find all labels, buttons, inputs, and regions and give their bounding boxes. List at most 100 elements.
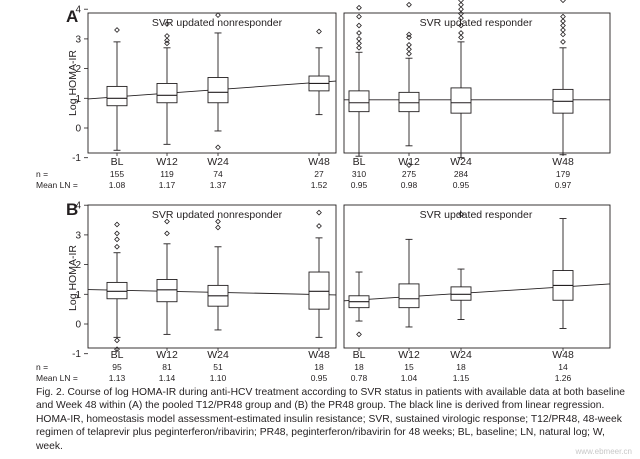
panel-label-a: A — [66, 7, 78, 26]
outlier-point — [458, 1, 464, 8]
x-tick-label: W24 — [450, 349, 472, 361]
mean-ln-value: 1.52 — [311, 180, 328, 190]
outlier-point — [114, 337, 120, 344]
outlier-point — [458, 211, 464, 217]
subpanel-title: SVR updated nonresponder — [152, 17, 283, 29]
outlier-point — [406, 41, 412, 48]
mean-ln-value: 0.78 — [351, 373, 368, 383]
x-tick-label: BL — [111, 156, 124, 168]
x-tick-label: W48 — [552, 349, 574, 361]
y-tick-label: 1 — [75, 94, 81, 105]
n-value: 284 — [454, 169, 468, 179]
outlier-point — [316, 28, 322, 35]
y-tick-label: 1 — [75, 290, 81, 301]
n-value: 51 — [213, 362, 223, 372]
iqr-box — [308, 271, 330, 310]
iqr-box — [106, 281, 128, 300]
box-w48 — [308, 209, 330, 338]
outlier-point — [114, 230, 120, 237]
y-tick-label: 3 — [75, 34, 81, 45]
outlier-point — [114, 346, 120, 353]
outlier-point — [164, 37, 170, 44]
x-tick-label: W24 — [207, 156, 229, 168]
outlier-point — [164, 230, 170, 237]
n-value: 15 — [404, 362, 414, 372]
outlier-point — [458, 22, 464, 29]
mean-ln-value: 1.10 — [210, 373, 227, 383]
outlier-point — [356, 30, 362, 36]
outlier-point — [164, 218, 170, 225]
outlier-point — [356, 36, 362, 42]
y-tick-label: 4 — [75, 201, 81, 212]
n-value: 74 — [213, 169, 223, 179]
mean-ln-value: 1.14 — [159, 373, 176, 383]
outlier-point — [458, 0, 464, 4]
outlier-point — [560, 18, 566, 24]
x-tick-label: W48 — [308, 349, 330, 361]
box-w24 — [207, 12, 229, 151]
n-row-label: n = — [36, 169, 48, 179]
outlier-point — [215, 12, 221, 19]
box-w12 — [156, 21, 178, 145]
outlier-point — [458, 6, 464, 13]
box-bl — [348, 271, 370, 338]
n-value: 95 — [112, 362, 122, 372]
iqr-box — [450, 286, 472, 301]
x-tick-label: W24 — [207, 349, 229, 361]
outlier-point — [560, 22, 566, 29]
subpanel-title: SVR updated nonresponder — [152, 209, 283, 221]
n-value: 275 — [402, 169, 416, 179]
n-row-label: n = — [36, 362, 48, 372]
n-value: 155 — [110, 169, 124, 179]
mean-ln-value: 0.98 — [401, 180, 418, 190]
outlier-point — [560, 39, 566, 45]
box-w48 — [552, 0, 574, 156]
outlier-point — [215, 144, 221, 151]
box-w24 — [450, 211, 472, 320]
outlier-point — [114, 221, 120, 228]
outlier-point — [406, 50, 412, 57]
figure-caption: Fig. 2. Course of log HOMA-IR during ant… — [36, 387, 625, 452]
y-axis-label: Log HOMA-IR — [67, 50, 79, 116]
outlier-point — [406, 1, 412, 8]
iqr-box — [450, 87, 472, 114]
subpanel-frame — [343, 12, 611, 154]
iqr-box — [348, 90, 370, 113]
box-w12 — [398, 1, 420, 168]
y-tick-label: 2 — [75, 64, 81, 75]
y-tick-label: 3 — [75, 230, 81, 241]
mean-ln-value: 1.13 — [109, 373, 126, 383]
outlier-point — [164, 21, 170, 27]
outlier-point — [560, 27, 566, 33]
outlier-point — [215, 224, 221, 231]
iqr-box — [156, 279, 178, 303]
iqr-box — [207, 77, 229, 104]
panel-label-b: B — [66, 200, 78, 219]
box-w12 — [156, 218, 178, 335]
n-value: 179 — [556, 169, 570, 179]
outlier-point — [316, 223, 322, 229]
outlier-point — [114, 243, 120, 250]
outlier-point — [458, 10, 464, 17]
outlier-point — [356, 22, 362, 29]
x-tick-label: W48 — [308, 156, 330, 168]
box-w12 — [398, 238, 420, 328]
mean-ln-value: 1.08 — [109, 180, 126, 190]
watermark: www.ebmeer.cn — [575, 447, 632, 456]
subpanel-frame — [87, 204, 337, 349]
outlier-point — [215, 218, 221, 225]
mean-ln-value: 0.95 — [453, 180, 470, 190]
box-w24 — [207, 218, 229, 331]
x-tick-label: W24 — [450, 156, 472, 168]
mean-row-label: Mean LN = — [36, 180, 78, 190]
mean-ln-value: 1.15 — [453, 373, 470, 383]
x-tick-label: W12 — [398, 156, 420, 168]
mean-ln-value: 0.97 — [555, 180, 572, 190]
outlier-point — [114, 27, 120, 33]
iqr-box — [398, 283, 420, 309]
mean-row-label: Mean LN = — [36, 373, 78, 383]
n-value: 18 — [354, 362, 364, 372]
n-value: 119 — [160, 169, 174, 179]
mean-ln-value: 0.95 — [351, 180, 368, 190]
